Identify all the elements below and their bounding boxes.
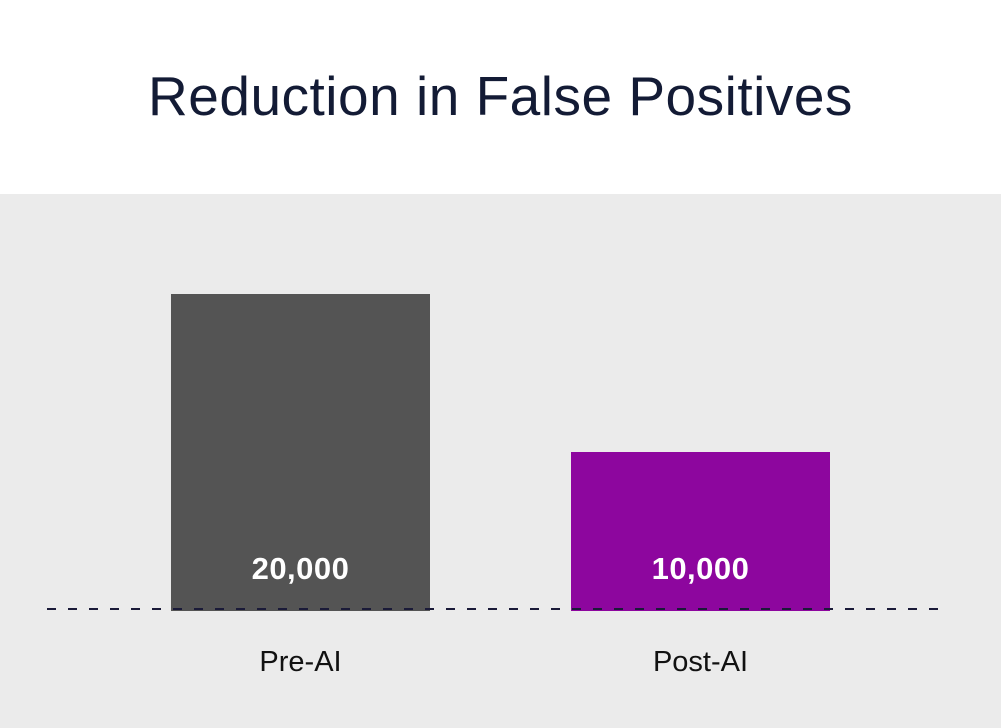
category-label-pre-ai: Pre-AI [259, 646, 342, 678]
category-label-post-ai: Post-AI [652, 646, 749, 678]
chart-header: Reduction in False Positives [0, 0, 1001, 194]
dashed-baseline [47, 608, 948, 610]
bar-value-label-pre-ai: 20,000 [251, 551, 350, 586]
page-title: Reduction in False Positives [148, 65, 853, 127]
bar-post-ai: 10,000 [571, 452, 830, 611]
bar-pre-ai: 20,000 [171, 294, 430, 611]
bar-chart: 20,000 10,000 Pre-AI Post-AI [0, 194, 1001, 728]
bar-value-label-post-ai: 10,000 [651, 551, 750, 586]
